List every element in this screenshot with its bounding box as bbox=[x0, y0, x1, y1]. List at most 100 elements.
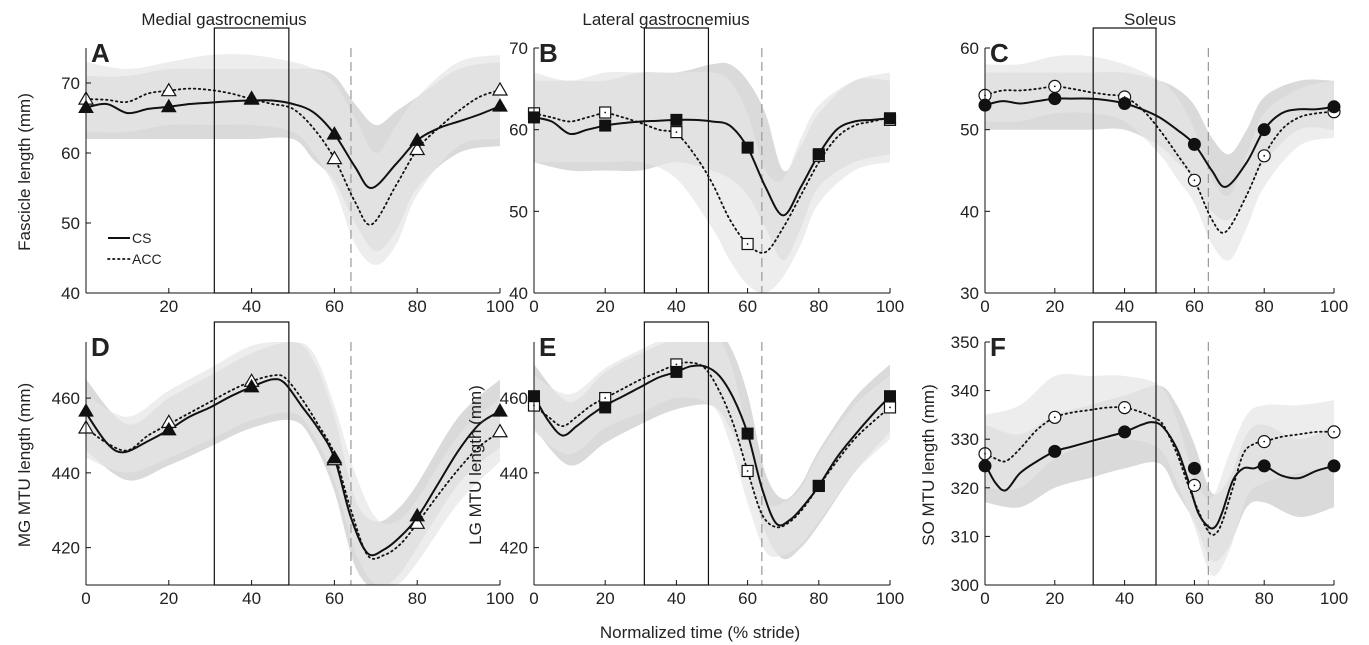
marker-cs bbox=[492, 403, 508, 417]
marker-acc-dot bbox=[675, 131, 678, 134]
x-axis-label: Normalized time (% stride) bbox=[600, 623, 800, 642]
x-tick-label: 20 bbox=[1045, 297, 1064, 316]
panel-d: 420 440 460 0 20 40 60 80 100 D MG MTU length (mm) bbox=[15, 321, 514, 608]
marker-cs bbox=[160, 98, 177, 113]
y-tick-label: 50 bbox=[509, 202, 528, 221]
marker-cs bbox=[670, 113, 683, 126]
y-tick-label: 50 bbox=[960, 121, 979, 140]
x-tick-label: 0 bbox=[529, 297, 538, 316]
y-tick-label: 60 bbox=[509, 121, 528, 140]
x-tick-label: 80 bbox=[809, 297, 828, 316]
x-tick-label: 0 bbox=[529, 589, 538, 608]
marker-cs bbox=[1257, 459, 1271, 473]
x-tick-label: 60 bbox=[1185, 297, 1204, 316]
plot-area bbox=[985, 48, 1334, 293]
x-tick-label: 60 bbox=[1185, 589, 1204, 608]
y-tick-label: 330 bbox=[951, 430, 979, 449]
x-tick-label: 0 bbox=[980, 297, 989, 316]
marker-cs bbox=[326, 126, 343, 140]
marker-cs bbox=[741, 427, 754, 440]
panel-letter: B bbox=[539, 38, 558, 68]
marker-acc-dot bbox=[889, 406, 891, 409]
marker-cs bbox=[1048, 444, 1062, 458]
x-tick-label: 60 bbox=[325, 589, 344, 608]
marker-cs bbox=[741, 141, 754, 154]
x-tick-label: 100 bbox=[1320, 297, 1348, 316]
panel-b: 40 50 60 70 0 20 40 60 80 100 B bbox=[509, 27, 904, 316]
sd-band-acc bbox=[985, 373, 1334, 576]
x-tick-label: 100 bbox=[876, 589, 904, 608]
y-axis-label: MG MTU length (mm) bbox=[15, 383, 34, 547]
series-cs-line bbox=[985, 97, 1334, 188]
y-axis-label: LG MTU length (mm) bbox=[466, 385, 485, 545]
marker-acc-dot bbox=[746, 243, 749, 245]
plot-area bbox=[985, 342, 1334, 585]
series-acc-line bbox=[534, 112, 890, 254]
x-tick-label: 100 bbox=[486, 589, 514, 608]
marker-cs bbox=[884, 112, 896, 125]
series-acc-line bbox=[985, 85, 1334, 234]
panel-letter: F bbox=[990, 332, 1006, 362]
y-tick-label: 40 bbox=[960, 202, 979, 221]
marker-cs bbox=[1118, 425, 1132, 439]
x-tick-label: 60 bbox=[738, 297, 757, 316]
marker-cs bbox=[326, 449, 343, 464]
y-tick-label: 60 bbox=[61, 144, 80, 163]
marker-acc-dot bbox=[1333, 431, 1335, 433]
y-tick-label: 460 bbox=[52, 389, 80, 408]
x-tick-label: 20 bbox=[596, 297, 615, 316]
x-tick-label: 20 bbox=[159, 297, 178, 316]
y-tick-label: 70 bbox=[61, 74, 80, 93]
y-tick-label: 440 bbox=[52, 464, 80, 483]
plot-area bbox=[86, 48, 500, 293]
column-title-soleus: Soleus bbox=[1124, 10, 1176, 29]
x-tick-label: 100 bbox=[486, 297, 514, 316]
panel-c: 30 40 50 60 0 20 40 60 80 100 C bbox=[960, 27, 1348, 316]
marker-cs bbox=[243, 378, 260, 393]
legend-acc-label: ACC bbox=[132, 251, 162, 267]
x-tick-label: 0 bbox=[81, 589, 90, 608]
marker-acc-dot bbox=[604, 111, 607, 114]
panel-letter: D bbox=[91, 332, 110, 362]
y-tick-label: 420 bbox=[52, 539, 80, 558]
panel-f: 300 310 320 330 340 350 0 20 40 60 80 100 F SO MTU le… bbox=[919, 321, 1348, 608]
panel-a: 40 50 60 70 20 40 60 80 100 A Fascicle length (mm)… bbox=[15, 27, 514, 316]
y-axis-label: Fascicle length (mm) bbox=[15, 93, 34, 251]
sd-band-acc bbox=[534, 71, 890, 293]
y-tick-label: 310 bbox=[951, 527, 979, 546]
marker-cs bbox=[1187, 461, 1201, 475]
panel-letter: C bbox=[990, 38, 1009, 68]
marker-cs bbox=[1257, 123, 1271, 137]
x-tick-label: 40 bbox=[667, 297, 686, 316]
x-tick-label: 100 bbox=[876, 297, 904, 316]
marker-cs bbox=[492, 98, 508, 112]
x-tick-label: 40 bbox=[1115, 297, 1134, 316]
marker-acc-dot bbox=[1263, 440, 1266, 443]
marker-cs bbox=[812, 479, 825, 492]
x-tick-label: 80 bbox=[809, 589, 828, 608]
y-tick-label: 340 bbox=[951, 382, 979, 401]
x-tick-label: 20 bbox=[1045, 589, 1064, 608]
y-tick-label: 460 bbox=[500, 389, 528, 408]
y-tick-label: 420 bbox=[500, 539, 528, 558]
marker-acc-dot bbox=[1053, 416, 1056, 419]
x-tick-label: 0 bbox=[980, 589, 989, 608]
marker-cs bbox=[1327, 459, 1341, 473]
y-tick-label: 40 bbox=[61, 284, 80, 303]
marker-acc bbox=[409, 515, 426, 529]
marker-cs bbox=[1327, 100, 1341, 114]
y-tick-label: 60 bbox=[960, 39, 979, 58]
panel-letter: A bbox=[91, 38, 110, 68]
marker-acc-dot bbox=[1053, 85, 1056, 88]
series-cs-line bbox=[534, 116, 890, 217]
x-tick-label: 100 bbox=[1320, 589, 1348, 608]
marker-cs bbox=[160, 421, 177, 436]
marker-cs bbox=[1048, 92, 1062, 106]
marker-cs bbox=[599, 119, 612, 132]
marker-cs bbox=[243, 90, 260, 104]
x-tick-label: 40 bbox=[1115, 589, 1134, 608]
panel-letter: E bbox=[539, 332, 556, 362]
y-axis-label: SO MTU length (mm) bbox=[919, 384, 938, 546]
sd-band-acc bbox=[86, 54, 500, 265]
